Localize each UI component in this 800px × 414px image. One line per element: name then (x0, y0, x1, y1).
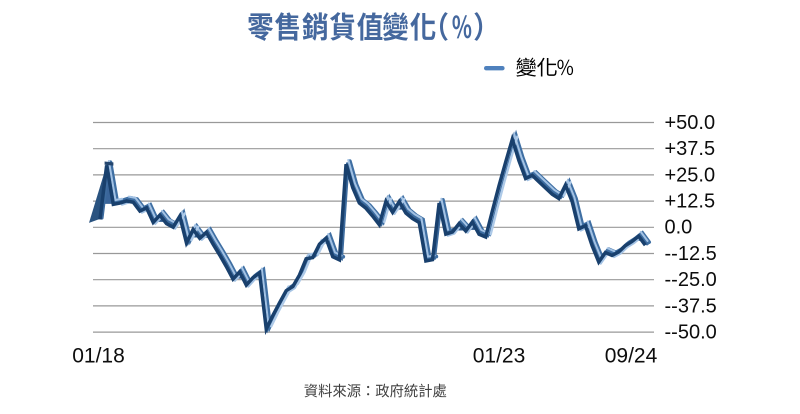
svg-text:0.0: 0.0 (665, 217, 693, 239)
svg-text:--37.5: --37.5 (665, 295, 717, 317)
svg-text:01/18: 01/18 (72, 345, 125, 368)
svg-text:+12.5: +12.5 (665, 191, 716, 213)
svg-text:+50.0: +50.0 (665, 112, 716, 134)
svg-text:09/24: 09/24 (605, 345, 658, 368)
svg-text:--12.5: --12.5 (665, 243, 717, 265)
svg-text:--25.0: --25.0 (665, 269, 717, 291)
svg-text:+25.0: +25.0 (665, 164, 716, 186)
svg-text:+37.5: +37.5 (665, 138, 716, 160)
svg-text:--50.0: --50.0 (665, 322, 717, 344)
svg-text:01/23: 01/23 (473, 345, 526, 368)
